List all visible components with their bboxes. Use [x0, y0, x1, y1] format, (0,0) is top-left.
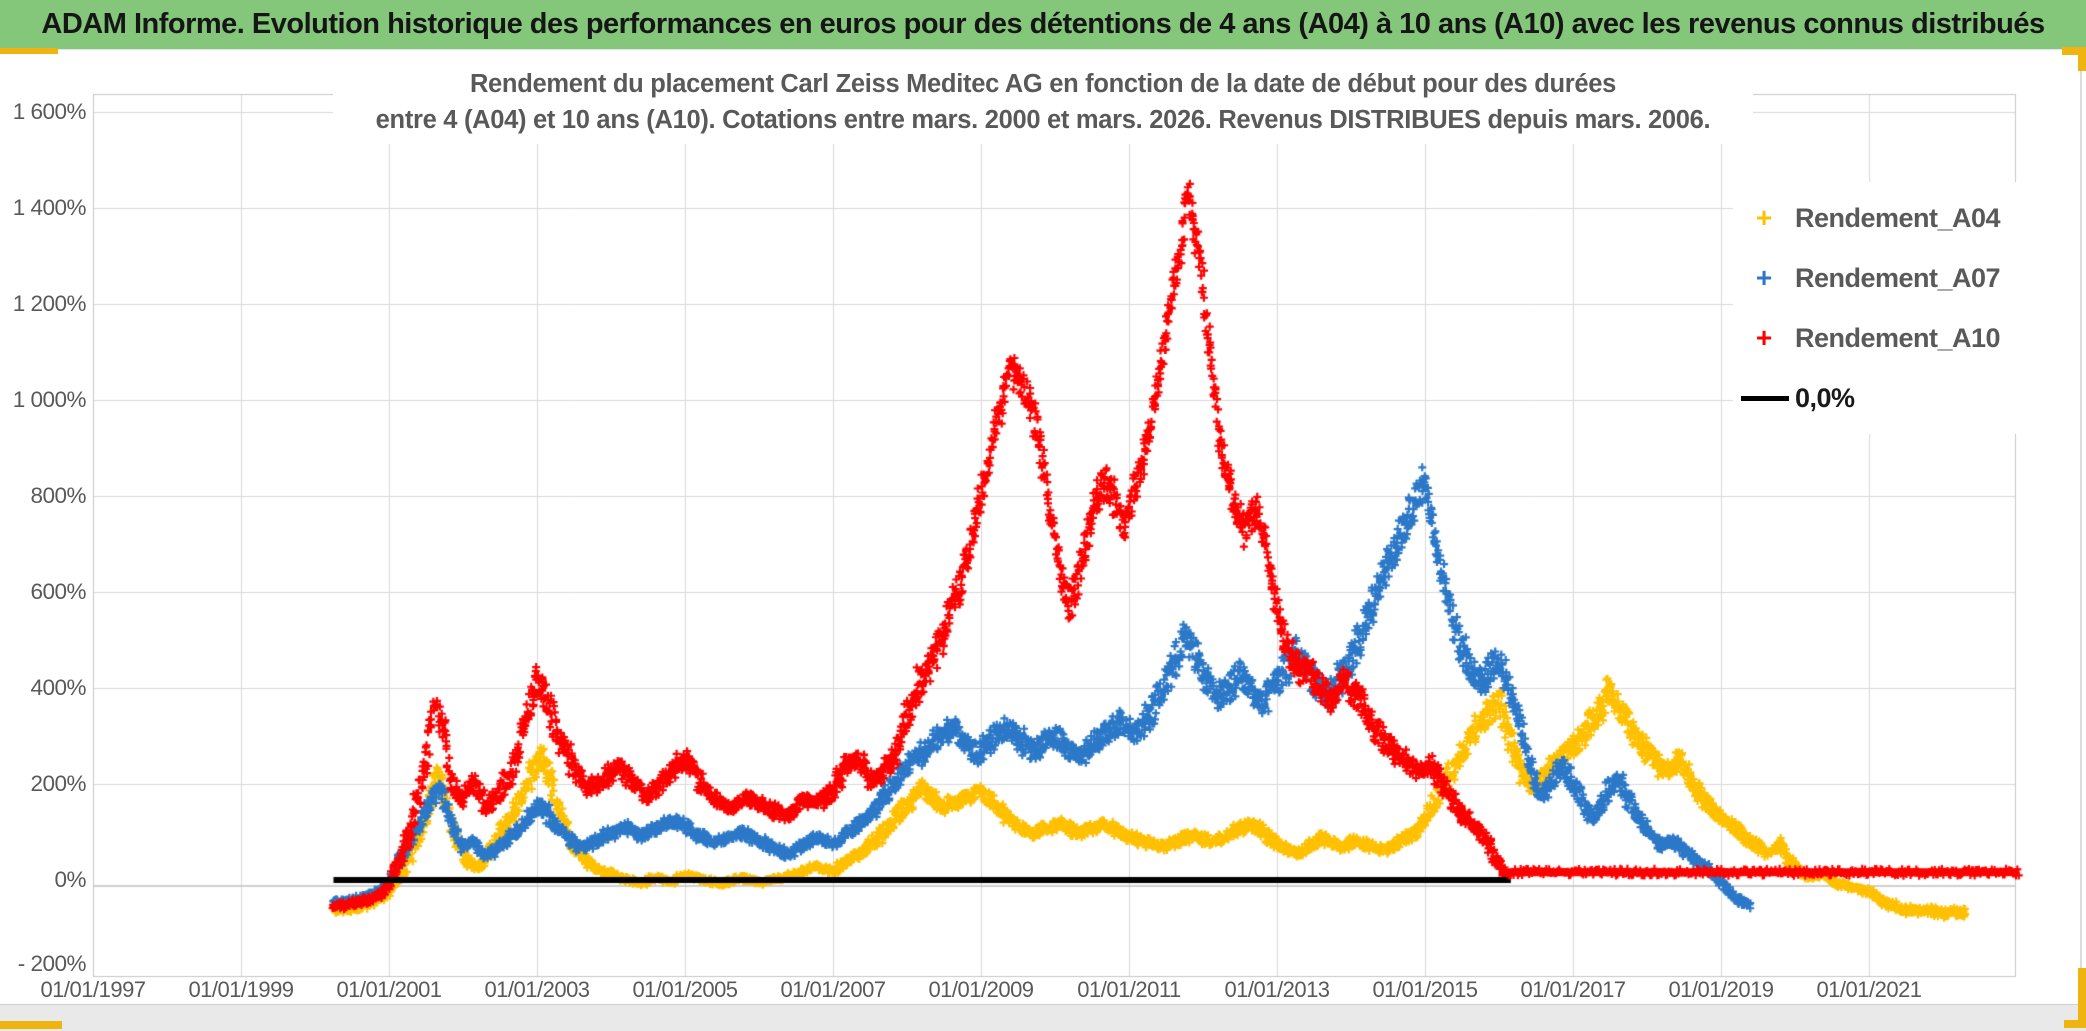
- legend-item-rendement-a07[interactable]: + Rendement_A07: [1733, 248, 2033, 308]
- legend-item-zero-line[interactable]: 0,0%: [1733, 368, 2033, 428]
- gold-border-bottom-right-v: [2078, 968, 2086, 1028]
- chart-title: Rendement du placement Carl Zeiss Medite…: [333, 62, 1753, 144]
- legend-item-rendement-a04[interactable]: + Rendement_A04: [1733, 188, 2033, 248]
- chart-title-line2: entre 4 (A04) et 10 ans (A10). Cotations…: [375, 106, 1711, 134]
- x-axis-label: 01/01/1997: [40, 977, 146, 1002]
- x-axis-label: 01/01/2001: [336, 977, 442, 1002]
- x-axis-label: 01/01/2011: [1077, 977, 1181, 1002]
- chart-legend: + Rendement_A04 + Rendement_A07 + Rendem…: [1733, 182, 2033, 434]
- sheet-next-row-band: [0, 1004, 2086, 1031]
- y-axis-label: 200%: [30, 771, 86, 796]
- y-axis-label: 600%: [30, 579, 86, 604]
- gold-border-top-left: [0, 48, 58, 54]
- legend-label: Rendement_A10: [1795, 322, 2001, 353]
- gold-border-bottom-left: [0, 1021, 62, 1029]
- plus-marker-icon: +: [1755, 202, 1773, 233]
- x-axis-label: 01/01/2017: [1520, 977, 1626, 1002]
- gold-border-bottom-right-h: [2064, 1020, 2086, 1028]
- x-axis-label: 01/01/1999: [188, 977, 294, 1002]
- legend-label: Rendement_A07: [1795, 262, 2001, 293]
- x-axis-label: 01/01/2007: [780, 977, 886, 1002]
- legend-label: Rendement_A04: [1795, 202, 2001, 233]
- y-axis-label: 800%: [30, 483, 86, 508]
- legend-label: 0,0%: [1795, 382, 1855, 413]
- y-axis-label: 400%: [30, 675, 86, 700]
- x-axis-label: 01/01/2021: [1816, 977, 1922, 1002]
- gold-border-top-right-h: [2062, 47, 2086, 55]
- x-axis-label: 01/01/2013: [1224, 977, 1330, 1002]
- x-axis-label: 01/01/2003: [484, 977, 590, 1002]
- y-axis-label: 1 600%: [12, 99, 87, 124]
- chart-title-line1: Rendement du placement Carl Zeiss Medite…: [469, 70, 1617, 98]
- y-axis-label: - 200%: [17, 951, 87, 976]
- y-axis-label: 1 000%: [12, 387, 87, 412]
- legend-item-rendement-a10[interactable]: + Rendement_A10: [1733, 308, 2033, 368]
- x-axis-label: 01/01/2015: [1372, 977, 1478, 1002]
- x-axis-label: 01/01/2005: [632, 977, 738, 1002]
- plus-marker-icon: +: [1755, 262, 1773, 293]
- x-axis-label: 01/01/2019: [1668, 977, 1774, 1002]
- gold-border-top-right-v: [2078, 47, 2086, 71]
- y-axis-label: 0%: [54, 867, 86, 892]
- plus-marker-icon: +: [1755, 322, 1773, 353]
- banner-title: ADAM Informe. Evolution historique des p…: [0, 0, 2086, 49]
- sheet-right-edge: [2080, 50, 2082, 1004]
- y-axis-label: 1 200%: [12, 291, 87, 316]
- y-axis-label: 1 400%: [12, 195, 87, 220]
- line-swatch-icon: [1741, 395, 1789, 401]
- x-axis-label: 01/01/2009: [928, 977, 1034, 1002]
